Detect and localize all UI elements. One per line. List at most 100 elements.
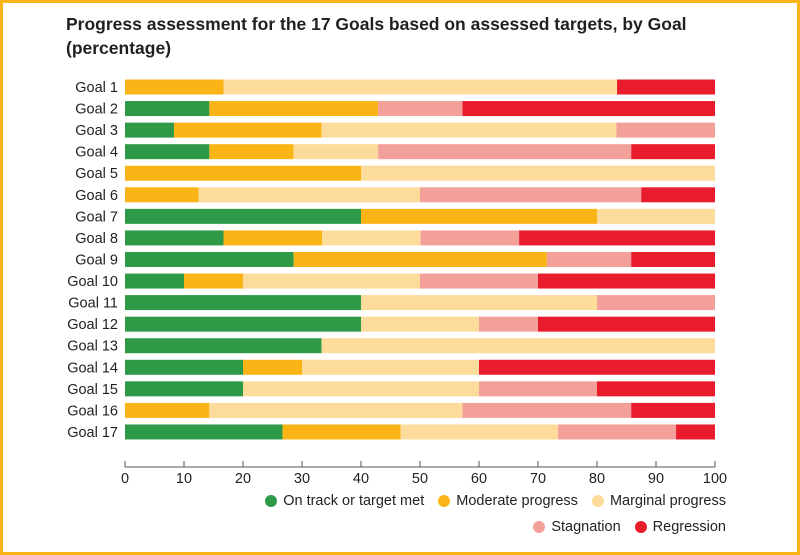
category-label: Goal 5 (75, 166, 118, 182)
x-tick-label: 40 (353, 471, 369, 487)
bar-segment-on-track-or-target-met (125, 338, 322, 354)
bar-segment-regression (479, 359, 715, 375)
bar-segment-stagnation (479, 316, 538, 332)
bar-segment-on-track-or-target-met (125, 144, 210, 160)
bar-segment-moderate-progress (173, 122, 322, 138)
legend-swatch (533, 521, 546, 533)
bar-segment-on-track-or-target-met (125, 424, 283, 440)
bar-segment-stagnation (479, 381, 597, 397)
category-label: Goal 1 (75, 80, 118, 96)
bar-segment-marginal-progress (223, 79, 618, 95)
bar-segment-on-track-or-target-met (125, 251, 294, 267)
bar-segment-stagnation (420, 187, 642, 203)
bar-segment-marginal-progress (361, 165, 715, 181)
bar-segment-moderate-progress (125, 165, 361, 181)
bar-segment-on-track-or-target-met (125, 295, 361, 311)
legend-swatch (438, 495, 451, 507)
x-tick-label: 0 (121, 471, 129, 487)
bar-segment-moderate-progress (125, 187, 199, 203)
category-label: Goal 14 (67, 360, 118, 376)
bar-segment-marginal-progress (321, 338, 715, 354)
bar-segment-on-track-or-target-met (125, 101, 210, 117)
x-tick-label: 90 (648, 471, 664, 487)
legend-item-stagnation: Stagnation (533, 519, 621, 535)
bar-segment-marginal-progress (321, 122, 617, 138)
bar-segment-on-track-or-target-met (125, 381, 243, 397)
bar-segment-stagnation (378, 101, 463, 117)
x-tick-label: 30 (294, 471, 310, 487)
legend-swatch (634, 521, 647, 533)
legend-label: Regression (652, 519, 726, 535)
bar-segment-on-track-or-target-met (125, 230, 224, 246)
x-tick-label: 100 (703, 471, 727, 487)
bar-segment-moderate-progress (282, 424, 401, 440)
bar-segment-regression (462, 101, 715, 117)
bar-segment-moderate-progress (361, 208, 597, 224)
bar-segment-moderate-progress (209, 101, 379, 117)
bar-segment-moderate-progress (293, 251, 547, 267)
bar-segment-marginal-progress (243, 273, 420, 289)
bar-segment-moderate-progress (184, 273, 243, 289)
bar-segment-regression (617, 79, 715, 95)
chart-title-line-2: (percentage) (66, 38, 172, 58)
bar-segment-marginal-progress (293, 144, 379, 160)
category-label: Goal 2 (75, 102, 118, 118)
x-tick-label: 80 (589, 471, 605, 487)
legend-item-marginal: Marginal progress (591, 493, 726, 509)
legend-item-moderate: Moderate progress (438, 493, 578, 509)
bar-segment-regression (538, 273, 715, 289)
bar-segment-marginal-progress (400, 424, 559, 440)
legend-row-1: On track or target met Moderate progress… (265, 493, 726, 509)
legend-row-2: Stagnation Regression (533, 519, 726, 535)
bar-segment-regression (676, 424, 715, 440)
bar-segment-regression (538, 316, 715, 332)
bar-segment-moderate-progress (209, 144, 294, 160)
legend-label: Stagnation (551, 519, 621, 535)
category-label: Goal 17 (67, 425, 118, 441)
bar-segment-on-track-or-target-met (125, 316, 361, 332)
bar-segment-stagnation (420, 230, 520, 246)
bar-segment-marginal-progress (597, 208, 715, 224)
category-label: Goal 10 (67, 274, 118, 290)
category-label: Goal 16 (67, 403, 118, 419)
bar-segment-regression (631, 402, 715, 418)
bar-segment-stagnation (546, 251, 632, 267)
bar-segment-regression (631, 251, 715, 267)
category-label: Goal 9 (75, 252, 118, 268)
bar-segment-moderate-progress (243, 359, 302, 375)
bar-segment-stagnation (558, 424, 677, 440)
legend-item-on-track: On track or target met (265, 493, 424, 509)
bar-segment-marginal-progress (198, 187, 420, 203)
bar-segment-stagnation (616, 122, 715, 138)
chart-title-line-1: Progress assessment for the 17 Goals bas… (66, 14, 687, 34)
bar-segment-regression (519, 230, 715, 246)
x-tick-label: 70 (530, 471, 546, 487)
category-label: Goal 15 (67, 382, 118, 398)
bar-segment-marginal-progress (322, 230, 421, 246)
category-label: Goal 11 (68, 296, 118, 312)
bar-segment-stagnation (378, 144, 632, 160)
bar-segment-on-track-or-target-met (125, 273, 184, 289)
bar-segment-on-track-or-target-met (125, 122, 174, 138)
category-label: Goal 8 (75, 231, 118, 247)
category-label: Goal 4 (75, 145, 118, 161)
x-tick-label: 50 (412, 471, 428, 487)
bar-segment-on-track-or-target-met (125, 208, 361, 224)
x-tick-label: 60 (471, 471, 487, 487)
legend-label: Marginal progress (609, 493, 726, 509)
category-label: Goal 13 (67, 339, 118, 355)
x-tick-label: 10 (176, 471, 192, 487)
x-tick-label: 20 (235, 471, 251, 487)
category-label: Goal 6 (75, 188, 118, 204)
legend-item-regression: Regression (634, 519, 726, 535)
bar-segment-regression (631, 144, 715, 160)
legend-swatch (265, 495, 278, 507)
bar-segment-moderate-progress (125, 79, 224, 95)
legend-label: On track or target met (283, 493, 425, 509)
bar-segment-marginal-progress (243, 381, 479, 397)
chart-title: Progress assessment for the 17 Goals bas… (66, 12, 766, 60)
legend-swatch (591, 495, 604, 507)
bar-segment-marginal-progress (209, 402, 463, 418)
